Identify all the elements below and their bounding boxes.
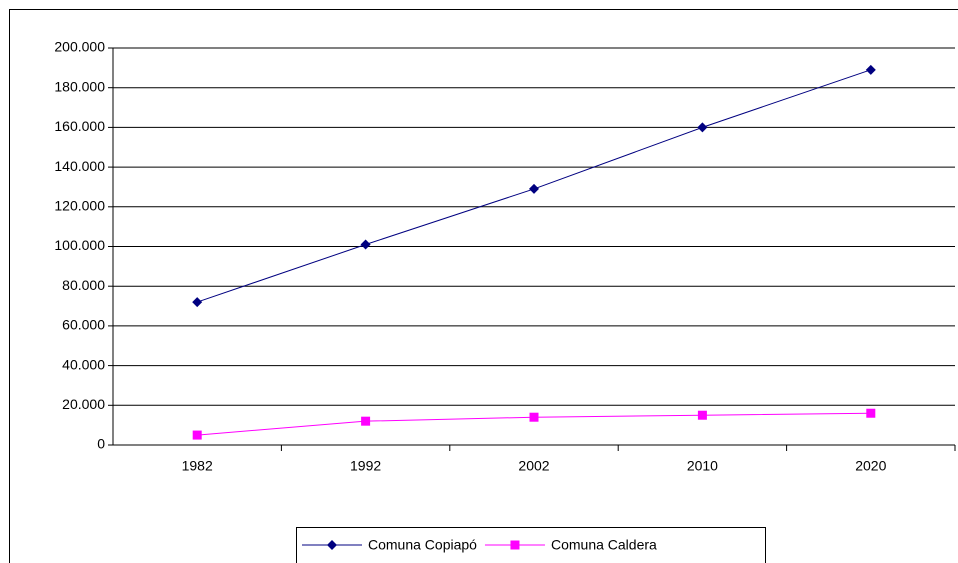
x-tick-label: 2010	[687, 458, 718, 474]
y-tick-label: 120.000	[54, 198, 105, 214]
point	[529, 183, 539, 194]
y-tick-label: 20.000	[62, 396, 105, 412]
legend-label: Comuna Copiapó	[368, 537, 477, 553]
point	[529, 412, 539, 422]
point	[697, 410, 707, 420]
point	[192, 297, 203, 308]
x-tick-label: 2020	[855, 458, 886, 474]
point	[192, 430, 202, 440]
point	[327, 540, 337, 550]
point	[361, 416, 371, 426]
y-tick-label: 180.000	[54, 78, 105, 94]
y-tick-label: 40.000	[62, 356, 105, 372]
y-tick-label: 100.000	[54, 237, 105, 253]
point	[866, 408, 876, 418]
y-tick-label: 200.000	[54, 39, 105, 55]
x-tick-label: 1992	[350, 458, 381, 474]
y-tick-label: 60.000	[62, 317, 105, 333]
y-tick-label: 80.000	[62, 277, 105, 293]
legend-label: Comuna Caldera	[551, 537, 657, 553]
chart-border	[9, 9, 958, 563]
x-tick-label: 2002	[518, 458, 549, 474]
y-tick-label: 160.000	[54, 118, 105, 134]
point	[865, 64, 876, 75]
point	[510, 540, 520, 550]
y-tick-label: 140.000	[54, 158, 105, 174]
y-tick-label: 0	[97, 436, 105, 452]
x-tick-label: 1982	[182, 458, 213, 474]
point	[360, 239, 371, 250]
point	[697, 122, 708, 133]
